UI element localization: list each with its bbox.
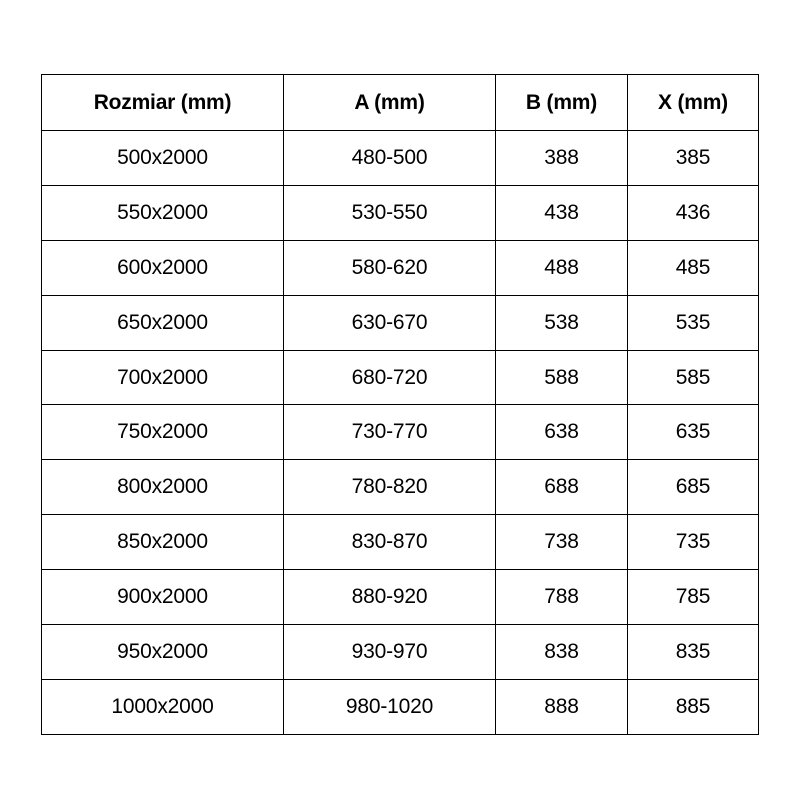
table-row: 950x2000 930-970 838 835 [41,624,759,680]
cell-size: 950x2000 [41,624,284,680]
cell-size: 600x2000 [41,239,284,296]
cell-x: 685 [627,459,759,516]
cell-x: 835 [627,624,759,680]
table-row: 650x2000 630-670 538 535 [41,294,759,351]
table-row: 750x2000 730-770 638 635 [41,404,759,461]
cell-b: 438 [495,184,628,241]
table-row: 900x2000 880-920 788 785 [41,569,759,626]
cell-a: 780-820 [283,459,496,516]
column-header-b: B (mm) [495,74,628,131]
column-header-size: Rozmiar (mm) [41,74,284,131]
cell-x: 635 [627,404,759,461]
cell-b: 738 [495,514,628,571]
table-row: 600x2000 580-620 488 485 [41,239,759,296]
table-row: 1000x2000 980-1020 888 885 [41,678,759,735]
dimensions-table: Rozmiar (mm) A (mm) B (mm) X (mm) 500x20… [41,74,759,735]
table-row: 850x2000 830-870 738 735 [41,514,759,571]
cell-x: 485 [627,239,759,296]
cell-size: 900x2000 [41,569,284,626]
cell-x: 436 [627,184,759,241]
cell-a: 930-970 [283,624,496,680]
cell-b: 688 [495,459,628,516]
cell-b: 888 [495,678,628,735]
column-header-x: X (mm) [627,74,759,131]
cell-a: 980-1020 [283,678,496,735]
cell-x: 585 [627,349,759,406]
cell-x: 535 [627,294,759,351]
cell-b: 588 [495,349,628,406]
table-header: Rozmiar (mm) A (mm) B (mm) X (mm) [41,74,759,131]
cell-size: 650x2000 [41,294,284,351]
cell-x: 385 [627,130,759,186]
cell-a: 530-550 [283,184,496,241]
cell-size: 800x2000 [41,459,284,516]
cell-size: 750x2000 [41,404,284,461]
cell-size: 550x2000 [41,184,284,241]
cell-a: 880-920 [283,569,496,626]
table-row: 550x2000 530-550 438 436 [41,184,759,241]
cell-size: 500x2000 [41,130,284,186]
cell-size: 1000x2000 [41,678,284,735]
cell-a: 730-770 [283,404,496,461]
cell-x: 785 [627,569,759,626]
cell-b: 788 [495,569,628,626]
cell-a: 480-500 [283,130,496,186]
cell-size: 850x2000 [41,514,284,571]
table-row: 700x2000 680-720 588 585 [41,349,759,406]
cell-a: 680-720 [283,349,496,406]
dimensions-table-container: Rozmiar (mm) A (mm) B (mm) X (mm) 500x20… [41,74,759,735]
cell-a: 580-620 [283,239,496,296]
cell-b: 638 [495,404,628,461]
cell-a: 830-870 [283,514,496,571]
table-header-row: Rozmiar (mm) A (mm) B (mm) X (mm) [41,74,759,131]
cell-size: 700x2000 [41,349,284,406]
table-body: 500x2000 480-500 388 385 550x2000 530-55… [41,130,759,735]
cell-b: 838 [495,624,628,680]
cell-x: 885 [627,678,759,735]
cell-x: 735 [627,514,759,571]
column-header-a: A (mm) [283,74,496,131]
table-row: 500x2000 480-500 388 385 [41,130,759,186]
cell-b: 488 [495,239,628,296]
cell-b: 388 [495,130,628,186]
cell-b: 538 [495,294,628,351]
cell-a: 630-670 [283,294,496,351]
table-row: 800x2000 780-820 688 685 [41,459,759,516]
